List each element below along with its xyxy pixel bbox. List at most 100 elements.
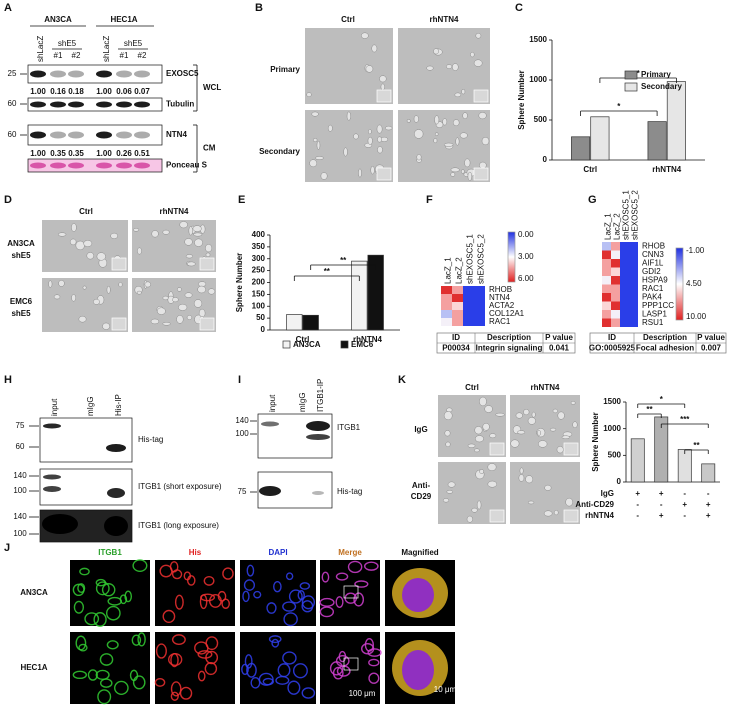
band [116, 131, 132, 139]
sphere [556, 446, 564, 454]
heatmap-cell [620, 250, 629, 259]
cell [292, 663, 308, 679]
sphere [479, 161, 487, 169]
cell [208, 594, 222, 608]
sphere [470, 51, 475, 58]
cell [162, 609, 176, 623]
lane-label: input [50, 398, 59, 416]
cell [87, 669, 98, 681]
gene-label: RAC1 [489, 317, 511, 326]
panel-label: D [4, 194, 12, 206]
quantification: 0.07 [134, 87, 150, 96]
quantification: 1.00 [96, 87, 112, 96]
heatmap-cell [620, 318, 629, 327]
heatmap-cell [629, 301, 638, 310]
significance: * [617, 102, 621, 111]
cell [79, 567, 90, 576]
heatmap-cell [602, 267, 611, 276]
scale-label: 3.00 [518, 252, 534, 261]
sphere [133, 227, 140, 232]
sphere [315, 156, 324, 160]
sphere [525, 475, 534, 484]
cell [222, 567, 234, 580]
sphere [144, 281, 151, 288]
cell [204, 662, 218, 676]
sphere [557, 411, 565, 420]
table-header: ID [452, 333, 460, 342]
sphere [543, 510, 553, 517]
significance: ** [324, 267, 331, 276]
column-header: Ctrl [341, 15, 355, 24]
knockdown-label: shE5 [124, 39, 143, 48]
sphere [368, 129, 372, 135]
cell [301, 595, 316, 610]
quantification: 1.00 [96, 149, 112, 158]
heatmap-cell [629, 310, 638, 319]
sphere [118, 282, 123, 288]
cell-line: HEC1A [110, 15, 137, 24]
heatmap-cell [620, 267, 629, 276]
sphere [193, 299, 203, 308]
blot [27, 64, 163, 84]
heatmap-cell [463, 310, 474, 318]
heatmap-cell [441, 286, 452, 294]
mw-marker: 60 [8, 130, 17, 139]
heatmap-cell [611, 259, 620, 268]
cell [319, 606, 335, 618]
cell [99, 678, 113, 688]
column-header: rhNTN4 [160, 207, 189, 216]
sphere [478, 112, 487, 120]
x-tick-label: rhNTN4 [652, 165, 681, 174]
cell [174, 594, 184, 610]
cell [97, 689, 112, 705]
sphere [313, 138, 318, 143]
table-header: P value [697, 333, 725, 342]
heatmap-column: shEXOSC5_1 [466, 234, 475, 284]
mw-marker: 140 [13, 471, 27, 480]
sphere [309, 159, 318, 168]
sphere [482, 422, 490, 431]
sphere [379, 75, 387, 83]
lane-label: mIgG [86, 396, 95, 416]
heatmap-cell [629, 259, 638, 268]
band [96, 101, 112, 108]
bar [666, 81, 686, 161]
sphere [75, 240, 85, 251]
gene-label: ACTA2 [489, 301, 515, 310]
sphere [444, 430, 451, 437]
heatmap-cell [629, 293, 638, 302]
x-tick-label: Ctrl [296, 335, 310, 344]
cell [77, 583, 86, 593]
y-tick-label: 0 [543, 155, 548, 164]
row-label: Primary [270, 65, 300, 74]
heatmap-cell [463, 318, 474, 326]
panel-label: K [398, 374, 406, 386]
lane-label: mIgG [298, 392, 307, 412]
cell [347, 560, 363, 574]
cell [253, 590, 262, 599]
band [134, 101, 150, 108]
lane-label: His-IP [114, 394, 123, 416]
lane-label: input [268, 394, 277, 412]
gene-label: RHOB [489, 285, 512, 294]
sphere [370, 165, 375, 175]
row-label: Anti- [412, 481, 431, 490]
condition-sign: + [659, 511, 664, 520]
cell [266, 602, 277, 614]
y-tick-label: 1500 [603, 397, 621, 406]
sphere [343, 147, 348, 157]
heatmap-cell [620, 301, 629, 310]
cell [170, 691, 179, 701]
sphere [443, 142, 454, 147]
cell [132, 675, 146, 690]
band [261, 421, 279, 427]
sphere [517, 430, 526, 435]
legend-swatch [624, 82, 638, 92]
heatmap-cell [474, 286, 485, 294]
panel-label: C [515, 2, 523, 14]
table-cell: P00034 [442, 344, 470, 353]
panel-label: G [588, 194, 597, 206]
sphere [197, 285, 206, 294]
sphere [316, 140, 321, 150]
